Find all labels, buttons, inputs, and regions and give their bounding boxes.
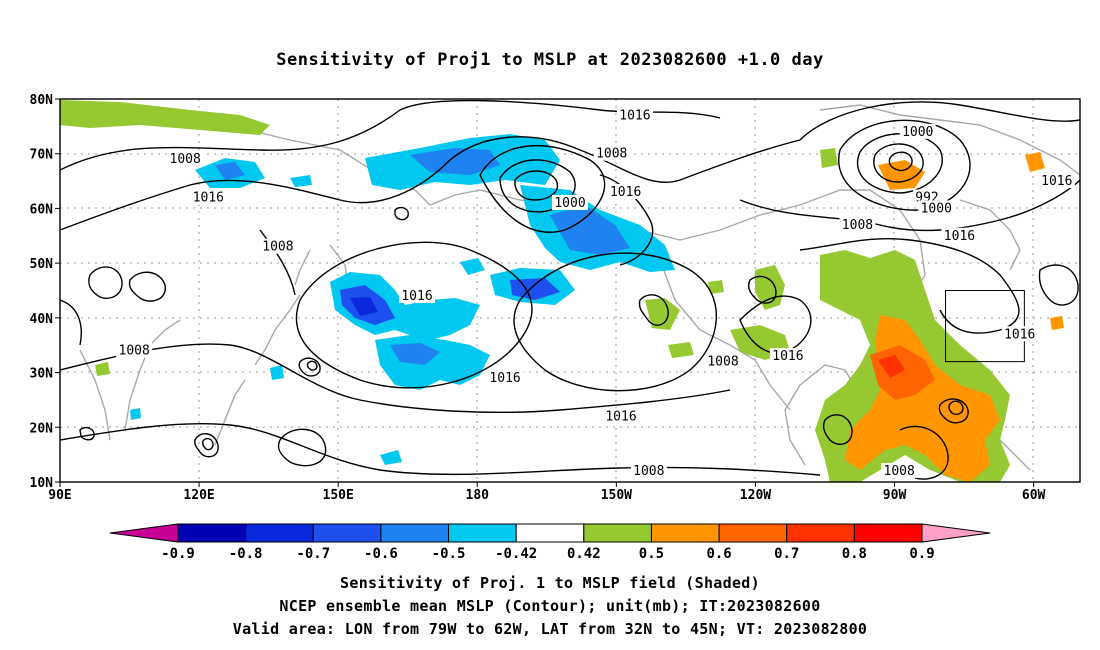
contour-label: 1016	[401, 289, 432, 304]
lat-tick-label: 50N	[30, 257, 54, 272]
contour-label: 1016	[772, 349, 803, 364]
contour-label-background	[899, 123, 936, 139]
lon-tick-label: 120E	[183, 488, 214, 503]
contour-label: 1016	[1041, 174, 1072, 189]
contour-label: 1016	[944, 229, 975, 244]
lon-tick-label: 90W	[883, 488, 907, 503]
contour-label-background	[769, 348, 806, 364]
contour-label: 1008	[884, 464, 915, 479]
colorbar-label: -0.42	[495, 546, 537, 562]
contour-label-background	[1001, 326, 1038, 342]
lat-tick-label: 40N	[30, 312, 54, 327]
lat-tick-label: 80N	[30, 93, 54, 108]
contour-label: 1016	[619, 108, 650, 123]
contour-label: 1008	[596, 147, 627, 162]
contour-label-background	[259, 238, 296, 254]
contour-label-background	[616, 107, 653, 123]
valid-area-box	[945, 290, 1025, 363]
colorbar-low-arrow	[109, 523, 179, 543]
colorbar-segment	[718, 523, 788, 543]
contour-label: 1016	[1004, 327, 1035, 342]
contour-label-background	[487, 370, 524, 386]
colorbar-label: -0.7	[296, 546, 330, 562]
colorbar-high-arrow	[921, 523, 991, 543]
contour-label-background	[116, 342, 153, 358]
lat-tick-label: 20N	[30, 421, 54, 436]
contour-label: 1016	[605, 409, 636, 424]
contour-label-background	[593, 145, 630, 161]
lon-tick-label: 120W	[740, 488, 771, 503]
contour-label: 1000	[921, 201, 952, 216]
contour-label: 1008	[119, 344, 150, 359]
colorbar-label: -0.8	[229, 546, 263, 562]
contour-label-background	[1038, 173, 1075, 189]
contour-label-background	[167, 151, 204, 167]
plot-frame	[59, 98, 1081, 483]
colorbar-segment	[312, 523, 382, 543]
contour-label: 1008	[633, 464, 664, 479]
contour-label-background	[607, 184, 644, 200]
caption-line-3: Valid area: LON from 79W to 62W, LAT fro…	[232, 620, 868, 638]
colorbar-segment	[380, 523, 450, 543]
contour-label-background	[918, 200, 955, 216]
contour-label-background	[881, 463, 918, 479]
contour-label-background	[839, 216, 876, 232]
colorbar-label: 0.7	[774, 546, 799, 562]
map-title: Sensitivity of Proj1 to MSLP at 20230826…	[276, 50, 824, 70]
colorbar-segment	[786, 523, 855, 543]
colorbar-label: -0.9	[161, 546, 195, 562]
latitude-tick-labels: 10N 20N 30N 40N 50N 60N 70N 80N	[30, 93, 60, 491]
colorbar-label: 0.5	[639, 546, 664, 562]
lat-tick-label: 60N	[30, 202, 54, 217]
lon-tick-label: 90E	[48, 488, 71, 503]
colorbar-segment	[650, 523, 720, 543]
contour-label-background	[705, 353, 741, 369]
positive-sensitivity-shading	[60, 100, 1064, 482]
caption-line-2: NCEP ensemble mean MSLP (Contour); unit(…	[279, 597, 821, 615]
lat-tick-label: 30N	[30, 367, 54, 382]
lon-tick-label: 60W	[1022, 488, 1046, 503]
colorbar: -0.9 -0.8 -0.7 -0.6 -0.5 -0.42 0.42 0.5 0.6 0.7 0.…	[109, 523, 991, 562]
colorbar-label: 0.42	[567, 546, 601, 562]
contour-label: 1000	[554, 196, 585, 211]
colorbar-segment	[853, 523, 923, 543]
contour-label-background	[190, 189, 227, 205]
contour-label: 1008	[170, 152, 201, 167]
colorbar-segment	[448, 523, 517, 543]
contour-label-background	[630, 463, 667, 479]
contour-label: 1008	[707, 355, 738, 370]
longitude-tick-labels: 90E 120E 150E 180 150W 120W 90W 60W	[48, 482, 1046, 503]
lon-tick-label: 180	[466, 488, 490, 503]
contour-label: 1016	[610, 185, 641, 200]
caption-line-1: Sensitivity of Proj. 1 to MSLP field (Sh…	[340, 574, 760, 592]
contour-label: 1000	[902, 125, 933, 140]
colorbar-segment	[177, 523, 247, 543]
lat-tick-label: 70N	[30, 148, 54, 163]
lon-tick-label: 150E	[323, 488, 354, 503]
colorbar-label: 0.9	[909, 546, 934, 562]
colorbar-segment	[245, 523, 314, 543]
colorbar-label: -0.5	[432, 546, 466, 562]
colorbar-label: 0.6	[706, 546, 731, 562]
colorbar-segment	[515, 523, 585, 543]
contour-label: 1008	[262, 240, 293, 255]
contour-label-background	[603, 408, 639, 424]
colorbar-label: -0.6	[364, 546, 398, 562]
mslp-contours	[60, 99, 1080, 480]
contour-label-background	[399, 287, 435, 303]
contour-label-background	[941, 227, 978, 243]
lon-tick-label: 150W	[601, 488, 632, 503]
colorbar-label: 0.8	[842, 546, 867, 562]
contour-label: 1008	[842, 218, 873, 233]
lat-tick-label: 10N	[30, 476, 54, 491]
contour-label: 1016	[489, 371, 520, 386]
colorbar-segment	[583, 523, 652, 543]
contour-label-background	[552, 194, 588, 210]
contour-label: 1016	[193, 190, 224, 205]
